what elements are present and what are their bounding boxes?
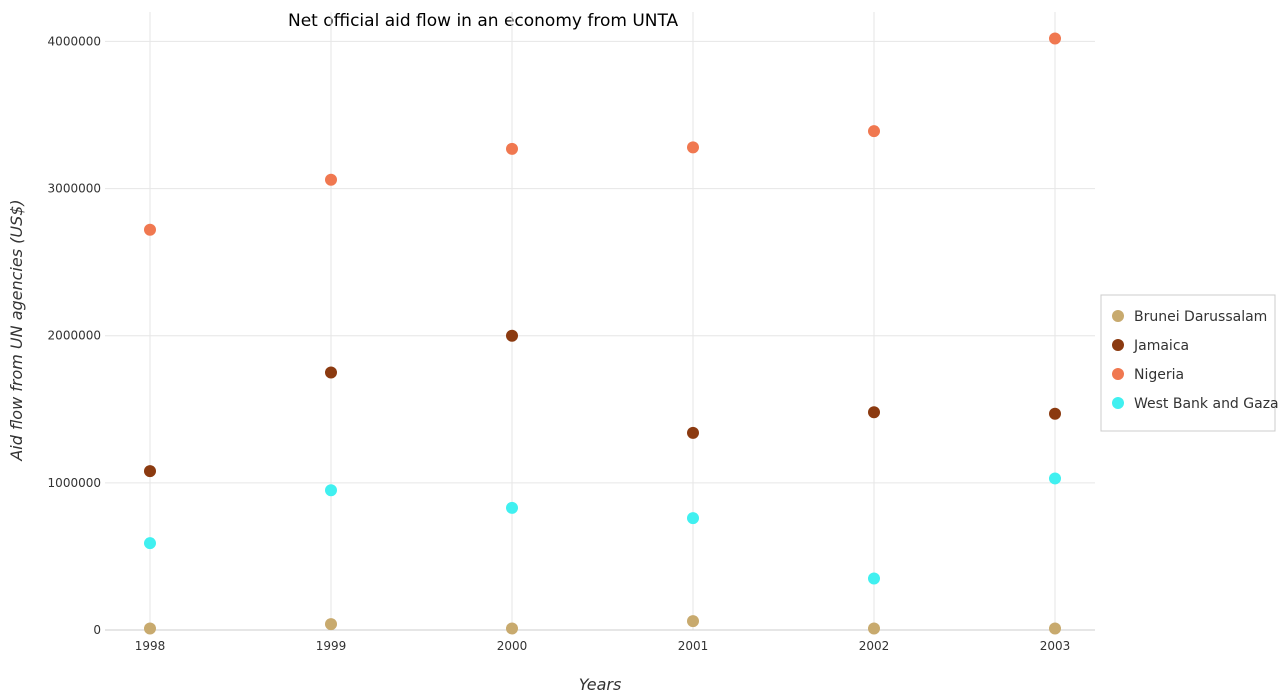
legend-marker: [1112, 339, 1124, 351]
chart-title: Net official aid flow in an economy from…: [288, 11, 679, 31]
x-tick-label: 2002: [859, 639, 890, 653]
point-jamaica: [687, 426, 699, 439]
legend-marker: [1112, 368, 1124, 380]
point-nigeria: [506, 142, 518, 155]
x-tick-label: 1998: [135, 639, 166, 653]
point-west-bank-and-gaza: [325, 484, 337, 497]
y-tick-label: 0: [93, 623, 101, 637]
point-jamaica: [868, 406, 880, 419]
point-brunei-darussalam: [144, 622, 156, 635]
legend: Brunei Darussalam Jamaica Nigeria West Bank…: [1100, 294, 1279, 432]
y-tick-label: 1000000: [48, 476, 101, 490]
x-axis-label: Years: [579, 675, 622, 694]
point-jamaica: [506, 329, 518, 342]
y-tick-label: 3000000: [48, 182, 101, 196]
point-brunei-darussalam: [868, 622, 880, 635]
x-tick-label: 2001: [678, 639, 709, 653]
point-nigeria: [868, 125, 880, 138]
point-jamaica: [144, 465, 156, 478]
legend-label: Nigeria: [1134, 367, 1184, 383]
legend-label: Jamaica: [1133, 338, 1189, 354]
data-points: [144, 32, 1061, 635]
point-brunei-darussalam: [325, 618, 337, 631]
x-tick-label: 1999: [316, 639, 347, 653]
grid: [105, 12, 1095, 631]
point-west-bank-and-gaza: [144, 537, 156, 550]
x-tick-label: 2000: [497, 639, 528, 653]
point-west-bank-and-gaza: [1049, 472, 1061, 485]
point-brunei-darussalam: [506, 622, 518, 635]
y-tick-label: 2000000: [48, 329, 101, 343]
x-tick-label: 2003: [1040, 639, 1071, 653]
legend-label: West Bank and Gaza: [1134, 396, 1279, 412]
point-west-bank-and-gaza: [868, 572, 880, 585]
y-tick-label: 4000000: [48, 34, 101, 48]
point-west-bank-and-gaza: [687, 512, 699, 525]
point-jamaica: [1049, 407, 1061, 420]
x-ticks: 1998 1999 2000 2001 2002 2003: [135, 639, 1071, 653]
point-nigeria: [325, 173, 337, 186]
y-ticks: 0 1000000 2000000 3000000 4000000: [48, 34, 101, 637]
point-nigeria: [1049, 32, 1061, 45]
point-west-bank-and-gaza: [506, 501, 518, 514]
y-axis-label: Aid flow from UN agencies (US$): [7, 199, 26, 461]
legend-marker: [1112, 397, 1124, 409]
point-jamaica: [325, 366, 337, 379]
point-nigeria: [687, 141, 699, 154]
legend-label: Brunei Darussalam: [1134, 309, 1267, 325]
legend-box: [1100, 294, 1276, 432]
legend-marker: [1112, 310, 1124, 322]
point-brunei-darussalam: [687, 615, 699, 628]
point-nigeria: [144, 223, 156, 236]
point-brunei-darussalam: [1049, 622, 1061, 635]
